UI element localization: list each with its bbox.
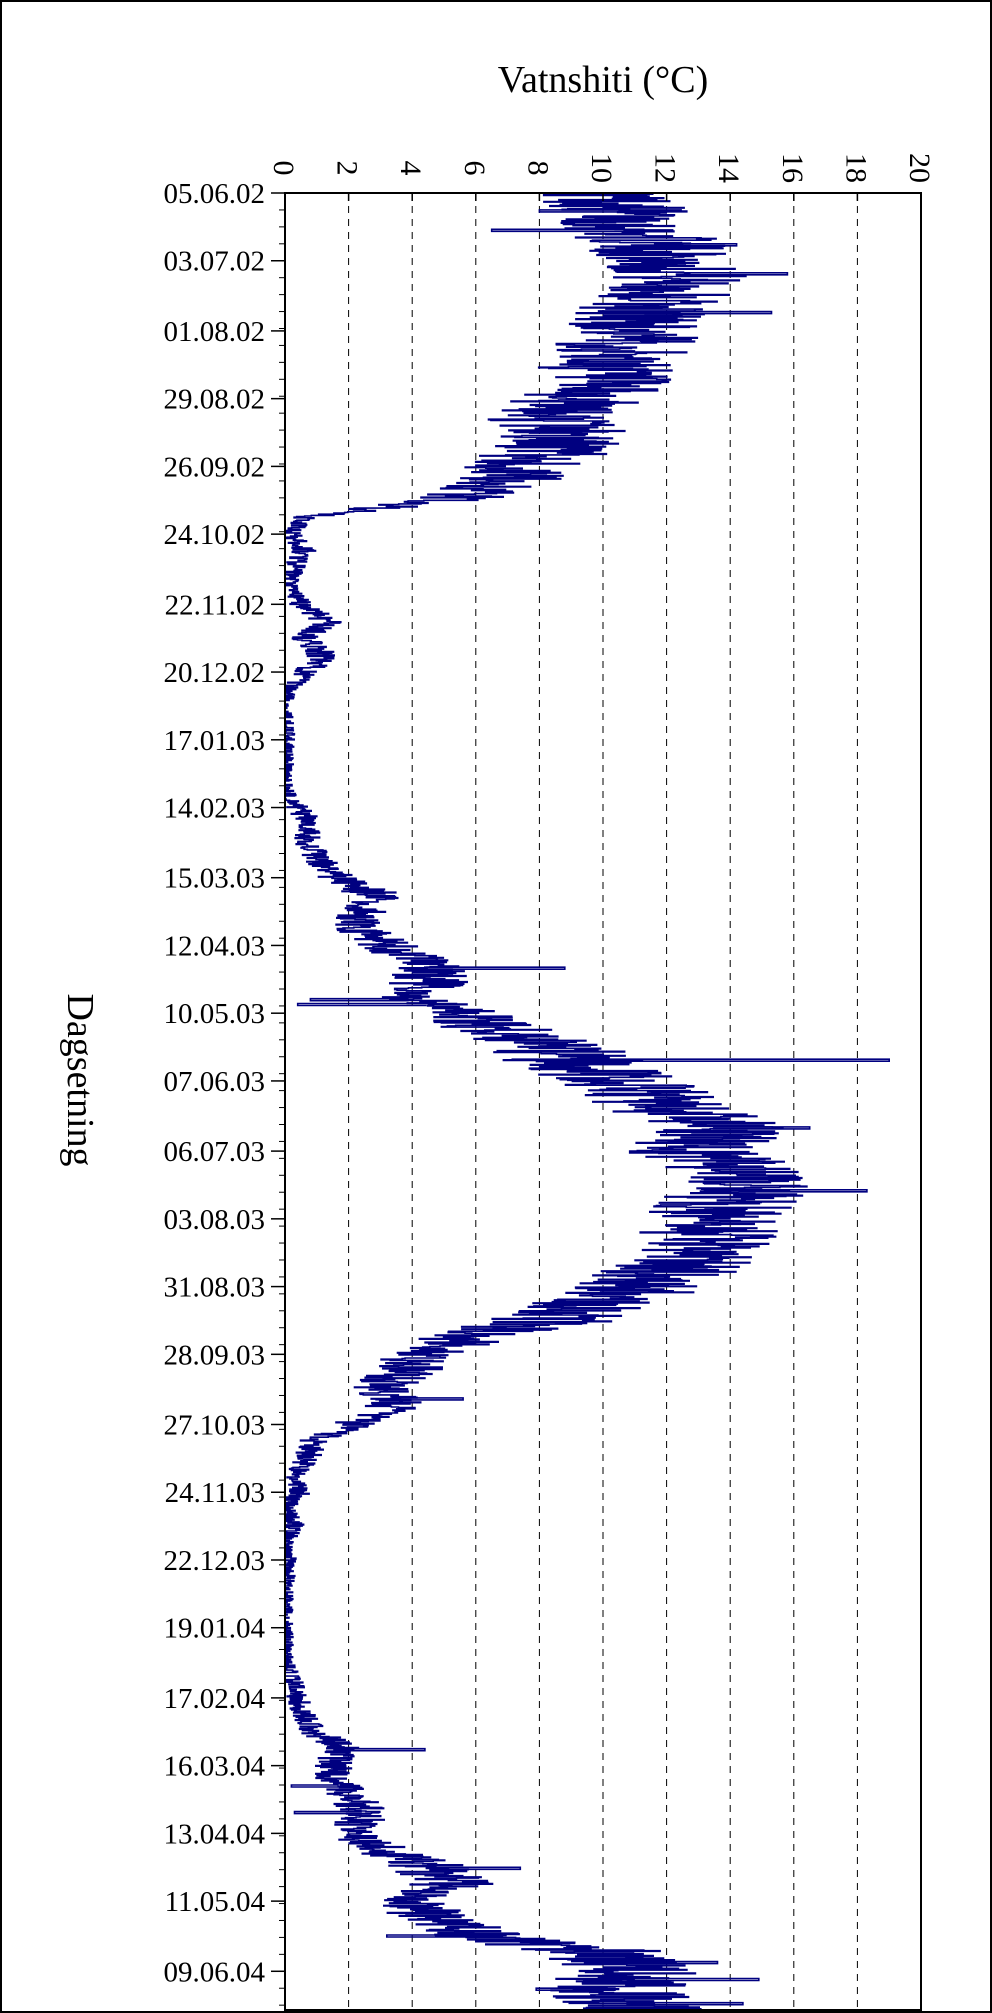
date-tick-label: 01.08.02: [164, 316, 266, 348]
date-tick-label: 17.01.03: [164, 725, 266, 757]
temperature-tick-label: 10: [585, 153, 618, 183]
date-tick-label: 13.04.04: [164, 1818, 266, 1850]
temperature-axis-title: Vatnshiti (°C): [498, 59, 708, 101]
temperature-series-line: [284, 192, 808, 2011]
temperature-spike: [342, 1747, 426, 1752]
date-tick-label: 11.05.04: [165, 1886, 266, 1918]
temperature-spike: [386, 1934, 479, 1938]
grid-lines: [348, 193, 858, 2010]
date-tick-label: 29.08.02: [164, 384, 266, 416]
temperature-spike: [490, 228, 633, 233]
date-tick-label: 27.10.03: [164, 1409, 266, 1441]
temperature-spike: [738, 1189, 868, 1193]
temperature-tick-label: 16: [776, 153, 809, 183]
date-tick-label: 24.10.02: [164, 519, 266, 551]
temperature-spike: [290, 1784, 339, 1788]
temperature-spike: [296, 1002, 427, 1007]
temperature-spike: [431, 1866, 522, 1871]
date-tick-label: 28.09.03: [164, 1339, 266, 1371]
temperature-spike: [293, 1810, 362, 1815]
temperature-tick-label: 8: [521, 161, 554, 176]
date-tick-label: 20.12.02: [164, 657, 266, 689]
date-tick-label: 31.08.03: [164, 1272, 266, 1304]
temperature-spike: [644, 310, 773, 315]
temperature-tick-label: 18: [839, 153, 872, 183]
temperature-spike: [626, 1977, 760, 1982]
temperature-tick-label: 20: [903, 153, 936, 183]
date-tick-label: 24.11.03: [165, 1477, 265, 1509]
date-tick-label: 17.02.04: [164, 1683, 266, 1715]
temperature-tick-label: 14: [712, 153, 745, 183]
temperature-tick-label: 6: [458, 161, 491, 176]
date-tick-label: 05.06.02: [164, 178, 266, 210]
temperature-tick-label: 2: [331, 161, 364, 176]
date-axis-ticks: 05.06.02 03.07.02 01.08.02 29.08.02 26.09.02…: [164, 178, 285, 2006]
temperature-spike: [538, 209, 623, 213]
date-tick-label: 09.06.04: [164, 1956, 266, 1988]
temperature-spike: [712, 1126, 811, 1130]
temperature-spike: [626, 2001, 744, 2006]
date-axis-title: Dagsetning: [59, 993, 101, 1166]
date-tick-label: 14.02.03: [164, 793, 266, 825]
date-tick-label: 22.11.02: [165, 589, 265, 621]
temperature-tick-label: 12: [649, 153, 682, 183]
date-tick-label: 03.07.02: [164, 246, 266, 278]
date-tick-label: 10.05.03: [164, 998, 266, 1030]
temperature-spike: [391, 1397, 464, 1401]
temperature-spike: [424, 966, 566, 970]
date-tick-label: 19.01.04: [164, 1613, 266, 1645]
temperature-spike: [535, 1987, 616, 1991]
temperature-tick-label: 0: [267, 161, 300, 176]
temperature-spike: [309, 997, 409, 1002]
temperature-spike: [615, 1960, 719, 1965]
date-tick-label: 12.04.03: [164, 930, 266, 962]
date-tick-label: 15.03.03: [164, 863, 266, 895]
date-tick-label: 03.08.03: [164, 1204, 266, 1236]
temperature-tick-label: 4: [394, 161, 427, 176]
date-tick-label: 22.12.03: [164, 1545, 266, 1577]
temperature-spike: [569, 1058, 890, 1062]
temperature-spike: [675, 272, 789, 276]
series-layer: [284, 192, 890, 2011]
date-tick-label: 06.07.03: [164, 1136, 266, 1168]
date-tick-label: 26.09.02: [164, 451, 266, 483]
temperature-spike: [653, 243, 738, 247]
date-tick-label: 16.03.04: [164, 1751, 266, 1783]
temperature-axis-ticks: 0 2 4 6 8 10 12 14 16 18 20: [267, 153, 936, 201]
date-tick-label: 07.06.03: [164, 1066, 266, 1098]
